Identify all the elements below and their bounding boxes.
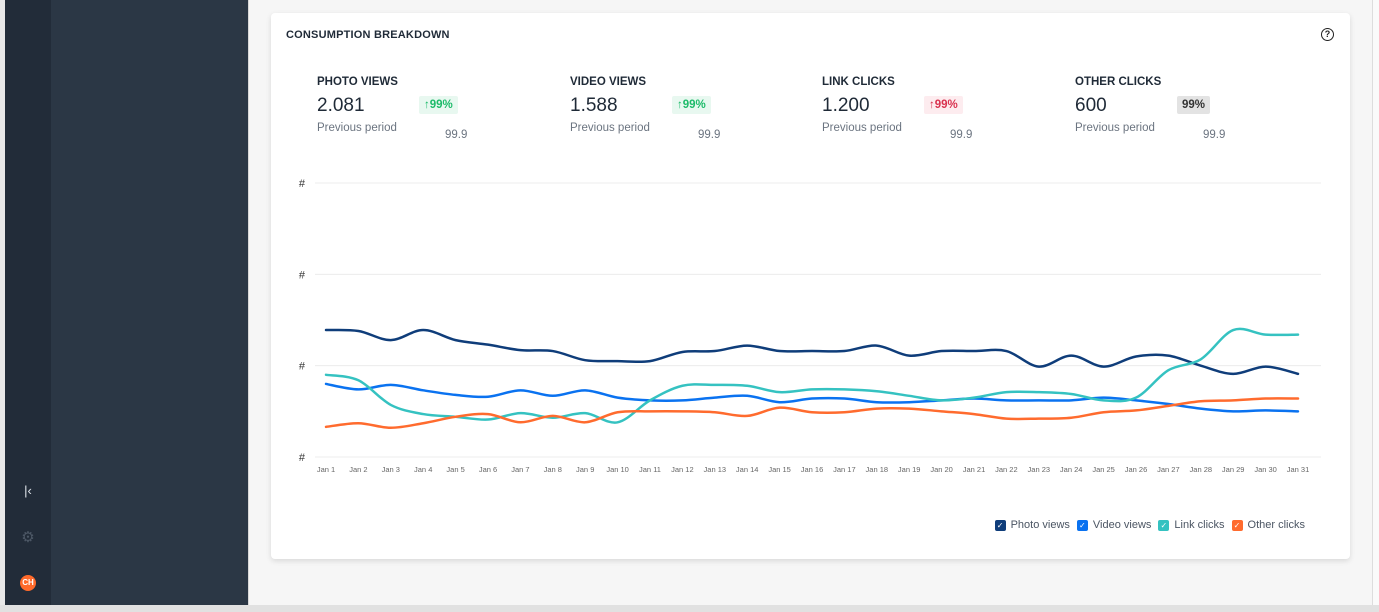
x-tick-label: Jan 12 (671, 465, 694, 474)
metric-video-views: VIDEO VIEWS 1.588 ↑99% Previous period 9… (570, 76, 730, 141)
previous-period-value: 99.9 (445, 129, 468, 141)
metric-link-clicks: LINK CLICKS 1.200 ↑99% Previous period 9… (822, 76, 982, 141)
metric-value: 600 (1075, 95, 1107, 116)
previous-period-value: 99.9 (1203, 129, 1226, 141)
x-tick-label: Jan 13 (704, 465, 727, 474)
icon-rail: |‹ ⚙ CH (5, 0, 51, 605)
metric-label: LINK CLICKS (822, 76, 895, 88)
chart-legend: ✓ Photo views ✓ Video views ✓ Link clicks ✓… (994, 519, 1305, 531)
change-badge: ↑99% (672, 96, 711, 114)
legend-label: Link clicks (1174, 519, 1225, 531)
x-tick-label: Jan 21 (963, 465, 986, 474)
gear-icon[interactable]: ⚙ (21, 529, 35, 546)
x-tick-label: Jan 15 (768, 465, 791, 474)
legend-label: Other clicks (1247, 519, 1305, 531)
legend-label: Video views (1092, 519, 1152, 531)
bottom-bar (0, 605, 1379, 612)
x-tick-label: Jan 5 (446, 465, 464, 474)
x-tick-label: Jan 7 (511, 465, 529, 474)
x-tick-label: Jan 16 (801, 465, 824, 474)
legend-item-other-clicks[interactable]: ✓ Other clicks (1231, 519, 1305, 531)
x-tick-label: Jan 2 (349, 465, 367, 474)
series-line-other-clicks (324, 397, 1300, 430)
previous-period-label: Previous period (822, 122, 902, 134)
x-tick-label: Jan 8 (544, 465, 562, 474)
metric-value: 1.200 (822, 95, 870, 116)
x-tick-label: Jan 10 (606, 465, 629, 474)
metric-label: PHOTO VIEWS (317, 76, 398, 88)
metric-value: 1.588 (570, 95, 618, 116)
x-tick-label: Jan 24 (1060, 465, 1083, 474)
x-tick-label: Jan 23 (1028, 465, 1051, 474)
x-tick-label: Jan 19 (898, 465, 921, 474)
x-tick-label: Jan 27 (1157, 465, 1180, 474)
previous-period-value: 99.9 (950, 129, 973, 141)
window-edge (0, 0, 5, 605)
legend-item-photo-views[interactable]: ✓ Photo views (994, 519, 1070, 531)
metric-value: 2.081 (317, 95, 365, 116)
series-line-photo-views (324, 328, 1300, 376)
x-tick-label: Jan 31 (1287, 465, 1310, 474)
x-tick-label: Jan 1 (317, 465, 335, 474)
x-tick-label: Jan 22 (995, 465, 1018, 474)
x-tick-label: Jan 11 (639, 465, 661, 474)
x-tick-label: Jan 26 (1125, 465, 1148, 474)
y-tick-label: # (299, 269, 306, 281)
collapse-left-icon[interactable]: |‹ (24, 483, 32, 498)
card-title: CONSUMPTION BREAKDOWN (286, 29, 450, 41)
x-tick-label: Jan 25 (1092, 465, 1115, 474)
x-tick-label: Jan 3 (382, 465, 400, 474)
metric-label: OTHER CLICKS (1075, 76, 1162, 88)
checkbox-checked-icon[interactable]: ✓ (1076, 519, 1088, 531)
scrollbar-track[interactable] (1372, 0, 1379, 605)
metric-photo-views: PHOTO VIEWS 2.081 ↑99% Previous period 9… (317, 76, 477, 141)
previous-period-value: 99.9 (698, 129, 721, 141)
legend-item-video-views[interactable]: ✓ Video views (1076, 519, 1152, 531)
y-tick-label: # (299, 178, 306, 190)
metric-label: VIDEO VIEWS (570, 76, 647, 88)
y-tick-label: # (299, 361, 306, 373)
question-circle-icon[interactable]: ? (1321, 28, 1334, 41)
x-tick-label: Jan 18 (866, 465, 889, 474)
change-badge: ↑99% (419, 96, 458, 114)
metric-other-clicks: OTHER CLICKS 600 99% Previous period 99.… (1075, 76, 1235, 141)
x-tick-label: Jan 29 (1222, 465, 1245, 474)
x-tick-label: Jan 17 (833, 465, 856, 474)
x-tick-label: Jan 14 (736, 465, 759, 474)
y-tick-label: # (299, 452, 306, 464)
consumption-breakdown-card: # # # # Jan 1 Jan 2 Jan 3 Jan 4 Jan 5 Jan 6 Jan 7 J… (271, 13, 1350, 559)
x-tick-label: Jan 20 (930, 465, 953, 474)
series-line-video-views (324, 382, 1300, 413)
sidebar (51, 0, 248, 605)
avatar[interactable]: CH (20, 575, 36, 591)
previous-period-label: Previous period (317, 122, 397, 134)
x-tick-label: Jan 9 (576, 465, 594, 474)
x-tick-label: Jan 4 (414, 465, 432, 474)
x-tick-label: Jan 6 (479, 465, 497, 474)
legend-label: Photo views (1010, 519, 1070, 531)
x-tick-label: Jan 28 (1190, 465, 1213, 474)
x-tick-label: Jan 30 (1254, 465, 1277, 474)
change-badge: 99% (1177, 96, 1211, 114)
series-line-link-clicks (324, 327, 1300, 424)
checkbox-checked-icon[interactable]: ✓ (1158, 519, 1170, 531)
checkbox-checked-icon[interactable]: ✓ (1231, 519, 1243, 531)
previous-period-label: Previous period (1075, 122, 1155, 134)
line-chart: # # # # Jan 1 Jan 2 Jan 3 Jan 4 Jan 5 Jan 6 Jan 7 J… (299, 178, 1321, 474)
legend-item-link-clicks[interactable]: ✓ Link clicks (1158, 519, 1225, 531)
change-badge: ↑99% (924, 96, 963, 114)
checkbox-checked-icon[interactable]: ✓ (994, 519, 1006, 531)
previous-period-label: Previous period (570, 122, 650, 134)
